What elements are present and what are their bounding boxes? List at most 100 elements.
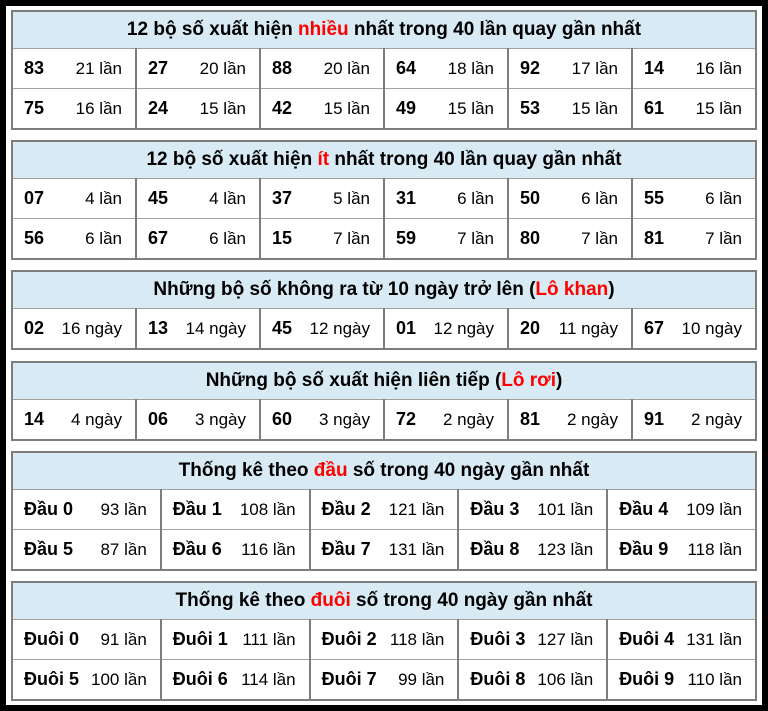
stat-cell-content: 64 18 lần	[396, 57, 496, 80]
table-row: Đuôi 5 100 lần Đuôi 6 114 lần Đuôi 7 99 lần Đu…	[12, 658, 756, 700]
cell-number: 24	[148, 98, 169, 118]
cell-count: 118 lần	[687, 539, 742, 559]
stat-cell-content: Đầu 0 93 lần	[24, 498, 149, 521]
cell-count: 7 lần	[333, 229, 370, 249]
title-text: Những bộ số không ra từ 10 ngày trở lên …	[153, 279, 536, 301]
stat-cell: 13 14 ngày	[135, 308, 260, 350]
stat-cell-content: 45 12 ngày	[272, 317, 372, 340]
cell-number: 75	[24, 98, 45, 118]
stat-cell: Đuôi 8 106 lần	[457, 658, 608, 700]
cell-number: 91	[644, 408, 665, 429]
stat-cell-content: 67 10 ngày	[644, 317, 744, 340]
cell-number: 72	[396, 408, 417, 429]
cell-count: 16 ngày	[61, 319, 123, 339]
table-duoi-statistics: Thống kê theo đuôi số trong 40 ngày gần …	[11, 580, 757, 701]
cell-count: 109 lần	[686, 499, 742, 519]
title-text: số trong 40 ngày gần nhất	[347, 459, 590, 481]
cell-number: Đầu 8	[470, 538, 520, 559]
cell-count: 16 lần	[75, 99, 122, 118]
cell-count: 2 ngày	[690, 409, 742, 429]
title-text: )	[608, 279, 615, 301]
table-least-frequent: 12 bộ số xuất hiện ít nhất trong 40 lần …	[11, 140, 757, 261]
stat-cell: 56 6 lần	[12, 218, 136, 260]
cell-number: 67	[644, 318, 665, 339]
stat-cell: 49 15 lần	[383, 88, 508, 129]
cell-count: 11 ngày	[558, 319, 618, 339]
stat-cell-content: 15 7 lần	[272, 227, 372, 250]
cell-count: 114 lần	[241, 669, 296, 689]
stat-cell: Đuôi 7 99 lần	[308, 658, 459, 700]
stat-cell-content: 49 15 lần	[396, 97, 496, 120]
cell-count: 110 lần	[687, 669, 742, 689]
cell-number: Đuôi 8	[470, 668, 526, 689]
table-title: Những bộ số không ra từ 10 ngày trở lên …	[12, 271, 756, 310]
table-head: Thống kê theo đầu số trong 40 ngày gần n…	[12, 451, 756, 490]
cell-count: 10 ngày	[681, 319, 743, 339]
stat-cell: 75 16 lần	[12, 88, 136, 129]
stat-cell-content: Đuôi 8 106 lần	[470, 668, 595, 691]
cell-count: 18 lần	[447, 59, 494, 78]
cell-count: 15 lần	[447, 99, 494, 118]
table-body: 83 21 lần 27 20 lần 88 20 lần 64 18 lần 92 17 lần…	[12, 48, 756, 129]
stat-cell-content: 92 17 lần	[520, 57, 620, 80]
stat-cell-content: 27 20 lần	[148, 57, 248, 80]
title-text: nhất trong 40 lần quay gần nhất	[348, 19, 642, 40]
stat-cell-content: 88 20 lần	[272, 57, 372, 80]
stat-cell-content: 50 6 lần	[520, 187, 620, 210]
stat-cell: 15 7 lần	[259, 218, 384, 260]
cell-count: 20 lần	[199, 59, 246, 78]
cell-number: 49	[396, 98, 417, 118]
stat-cell-content: 59 7 lần	[396, 227, 496, 250]
table-row: 07 4 lần 45 4 lần 37 5 lần 31 6 lần 50 6 lần 55 6 l…	[12, 178, 756, 219]
stat-cell: 67 6 lần	[135, 218, 260, 260]
title-accent: Lô rơi	[501, 369, 556, 391]
table-title: Thống kê theo đuôi số trong 40 ngày gần …	[12, 581, 756, 620]
stat-cell-content: Đuôi 6 114 lần	[173, 668, 298, 691]
cell-count: 16 lần	[695, 59, 742, 78]
table-most-frequent: 12 bộ số xuất hiện nhiều nhất trong 40 l…	[11, 10, 757, 130]
cell-number: 13	[148, 318, 169, 339]
stat-cell-content: 72 2 ngày	[396, 408, 496, 431]
stat-cell: 72 2 ngày	[383, 398, 508, 440]
cell-count: 15 lần	[199, 99, 246, 118]
title-text: 12 bộ số xuất hiện	[146, 149, 318, 171]
table-body: 07 4 lần 45 4 lần 37 5 lần 31 6 lần 50 6 lần 55 6 l…	[12, 178, 756, 260]
stat-cell-content: 81 7 lần	[644, 227, 744, 250]
cell-count: 93 lần	[100, 499, 147, 519]
title-text: số trong 40 ngày gần nhất	[350, 589, 593, 611]
stat-cell-content: 31 6 lần	[396, 187, 496, 210]
cell-number: Đầu 2	[321, 498, 371, 519]
stat-cell: 53 15 lần	[507, 88, 632, 129]
cell-count: 3 ngày	[318, 409, 370, 429]
stat-cell: 67 10 ngày	[631, 308, 756, 350]
stat-cell: Đầu 4 109 lần	[606, 488, 756, 530]
stat-cell-content: Đuôi 5 100 lần	[24, 668, 149, 691]
cell-number: Đuôi 3	[470, 628, 526, 649]
stat-cell: 20 11 ngày	[507, 308, 632, 350]
stat-cell-content: 14 4 ngày	[24, 408, 124, 431]
table-head: 12 bộ số xuất hiện ít nhất trong 40 lần …	[12, 141, 756, 180]
stat-cell: 27 20 lần	[135, 48, 260, 89]
cell-count: 6 lần	[581, 189, 618, 209]
table-row: 83 21 lần 27 20 lần 88 20 lần 64 18 lần 92 17 lần…	[12, 48, 756, 89]
table-row: Đầu 5 87 lần Đầu 6 116 lần Đầu 7 131 lần Đầu 8…	[12, 528, 756, 570]
cell-number: 31	[396, 188, 417, 209]
stat-cell-content: 67 6 lần	[148, 227, 248, 250]
stat-cell-content: Đuôi 3 127 lần	[470, 628, 595, 651]
cell-number: 81	[644, 228, 665, 249]
stat-cell: 24 15 lần	[135, 88, 260, 129]
cell-number: 50	[520, 188, 541, 209]
table-header-row: Những bộ số xuất hiện liên tiếp (Lô rơi)	[12, 361, 756, 400]
cell-count: 12 ngày	[309, 319, 371, 339]
table-head: Thống kê theo đuôi số trong 40 ngày gần …	[12, 581, 756, 620]
cell-count: 15 lần	[571, 99, 618, 118]
cell-number: 02	[24, 318, 45, 339]
stat-cell-content: Đuôi 4 131 lần	[619, 628, 744, 651]
cell-count: 131 lần	[388, 539, 445, 559]
cell-number: 92	[520, 58, 541, 78]
title-text: Thống kê theo	[178, 459, 314, 481]
stat-cell-content: 37 5 lần	[272, 187, 372, 210]
stat-cell: Đầu 5 87 lần	[12, 528, 161, 570]
stat-cell-content: 01 12 ngày	[396, 317, 496, 340]
